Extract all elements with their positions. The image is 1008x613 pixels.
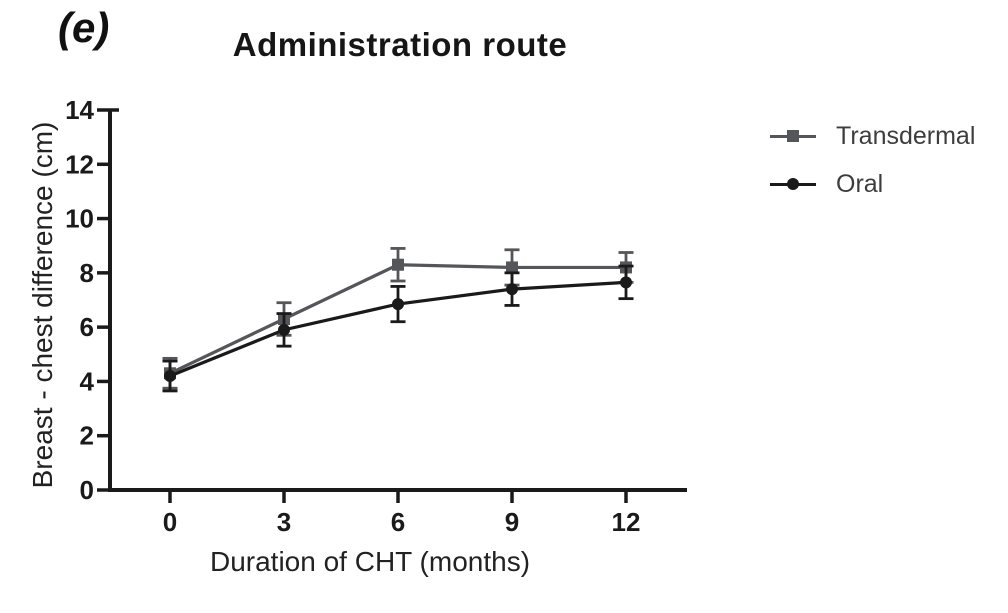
y-tick-label: 8 xyxy=(80,258,94,288)
oral-series-swatch xyxy=(770,176,816,192)
data-point-oral xyxy=(620,276,632,289)
y-tick-label: 10 xyxy=(65,204,94,234)
data-point-oral xyxy=(164,370,176,382)
legend-item-transdermal: Transdermal xyxy=(770,112,975,160)
square-marker-icon xyxy=(787,130,799,142)
data-point-transdermal xyxy=(392,258,404,271)
y-tick-label: 6 xyxy=(80,312,94,342)
legend-item-oral: Oral xyxy=(770,160,975,208)
x-tick-label: 12 xyxy=(612,507,641,537)
data-point-oral xyxy=(278,323,290,336)
legend-label-transdermal: Transdermal xyxy=(836,121,976,150)
panel-label: (e) xyxy=(58,4,110,51)
x-tick-label: 3 xyxy=(277,507,291,537)
transdermal-series-swatch xyxy=(770,128,816,144)
y-tick-label: 14 xyxy=(65,95,94,125)
legend-label-oral: Oral xyxy=(836,169,884,198)
x-tick-label: 9 xyxy=(505,507,519,537)
y-tick-label: 2 xyxy=(80,421,94,451)
y-tick-label: 0 xyxy=(80,475,94,505)
y-tick-label: 4 xyxy=(80,366,95,396)
x-tick-label: 6 xyxy=(391,507,405,537)
circle-marker-icon xyxy=(787,178,799,190)
y-tick-label: 12 xyxy=(65,149,94,179)
legend: Transdermal Oral xyxy=(770,112,975,208)
data-point-oral xyxy=(506,283,518,296)
chart-title: Administration route xyxy=(232,26,568,63)
x-tick-label: 0 xyxy=(163,507,177,537)
data-point-transdermal xyxy=(506,261,518,274)
x-axis-label: Duration of CHT (months) xyxy=(209,546,531,577)
data-point-oral xyxy=(392,298,404,311)
